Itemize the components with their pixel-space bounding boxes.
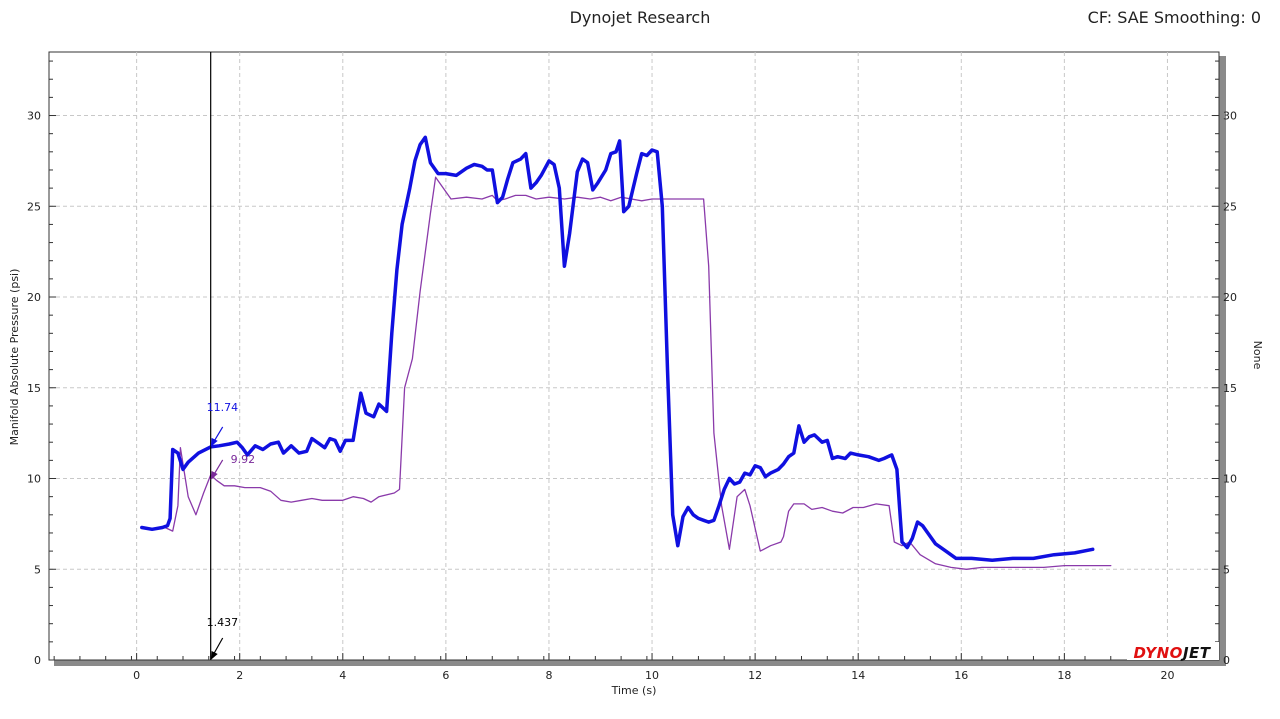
- x-tick-label: 18: [1057, 669, 1071, 682]
- annotation-label-1: 9.92: [231, 453, 256, 466]
- dynojet-logo: DYNOJET: [1127, 642, 1219, 662]
- y-tick-label: 25: [27, 200, 41, 213]
- y2-tick-label: 20: [1223, 291, 1237, 304]
- x-tick-label: 2: [236, 669, 243, 682]
- chart-header-right-info: CF: SAE Smoothing: 0: [1088, 8, 1261, 27]
- x-tick-label: 8: [545, 669, 552, 682]
- axis-ticks: 0 2 4 6 8 10 12 14 16 18 20 0 0 5 5 10 10 15 15 20 20 25 25 30 3…: [27, 60, 1237, 682]
- annotation-arrowhead-0: [210, 437, 218, 447]
- annotations: 11.74 9.92: [207, 401, 256, 480]
- x-axis-title: Time (s): [611, 684, 657, 697]
- cursor-x-arrow: [213, 637, 224, 655]
- cursor-x-label: 1.437: [207, 616, 239, 629]
- annotation-arrowhead-1: [210, 470, 218, 480]
- chart-header-title: Dynojet Research: [570, 8, 711, 27]
- y-tick-label: 20: [27, 291, 41, 304]
- cursor-x-arrowhead: [210, 651, 218, 660]
- x-tick-label: 16: [954, 669, 968, 682]
- y-tick-label: 30: [27, 110, 41, 123]
- y-tick-label: 10: [27, 473, 41, 486]
- cursor[interactable]: 1.437: [207, 52, 239, 660]
- annotation-arrow-1: [213, 459, 224, 476]
- svg-text:DYNOJET: DYNOJET: [1133, 644, 1211, 662]
- x-tick-label: 12: [748, 669, 762, 682]
- x-tick-label: 4: [339, 669, 346, 682]
- x-tick-label: 0: [133, 669, 140, 682]
- x-tick-label: 20: [1160, 669, 1174, 682]
- y-axis-title: Manifold Absolute Pressure (psi): [8, 269, 21, 446]
- grid: [49, 52, 1219, 660]
- series-lines: [140, 135, 1112, 570]
- y2-tick-label: 5: [1223, 563, 1230, 576]
- y2-tick-label: 10: [1223, 473, 1237, 486]
- annotation-arrow-0: [213, 426, 224, 443]
- x-tick-label: 10: [645, 669, 659, 682]
- y2-axis-title: None: [1251, 341, 1264, 370]
- y2-tick-label: 15: [1223, 382, 1237, 395]
- series-line-0: [140, 135, 1095, 562]
- y-tick-label: 5: [34, 563, 41, 576]
- x-tick-label: 6: [442, 669, 449, 682]
- y2-tick-label: 30: [1223, 110, 1237, 123]
- annotation-label-0: 11.74: [207, 401, 239, 414]
- y2-tick-label: 0: [1223, 654, 1230, 667]
- y-tick-label: 15: [27, 382, 41, 395]
- y2-tick-label: 25: [1223, 200, 1237, 213]
- y-tick-label: 0: [34, 654, 41, 667]
- x-tick-label: 14: [851, 669, 865, 682]
- series-line-1: [141, 176, 1112, 570]
